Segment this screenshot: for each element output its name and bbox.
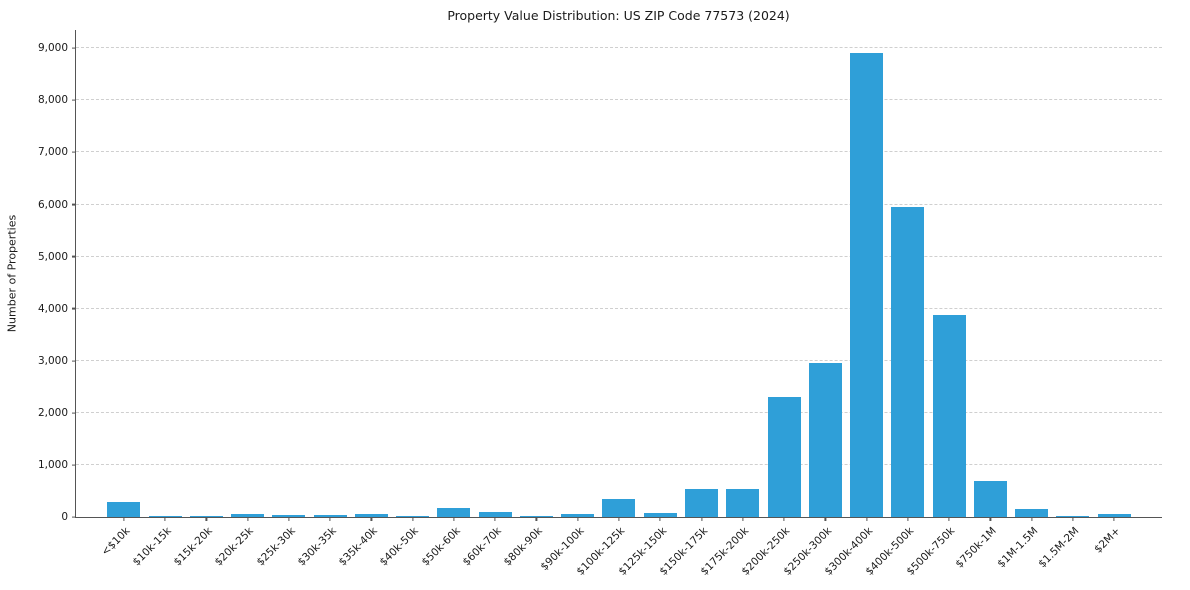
bar xyxy=(808,362,842,517)
bar xyxy=(1056,515,1090,517)
gridline xyxy=(76,151,1162,153)
gridline xyxy=(76,99,1162,101)
y-tick-mark xyxy=(72,203,76,206)
bar xyxy=(107,502,141,517)
bar xyxy=(602,498,636,517)
x-tick-mark xyxy=(494,517,496,521)
x-tick-mark xyxy=(453,517,455,521)
bar xyxy=(478,512,512,517)
x-tick-mark xyxy=(948,517,950,521)
y-tick-label: 3,000 xyxy=(37,354,68,367)
bar xyxy=(231,513,265,517)
x-tick-label: $1M-1.5M xyxy=(994,525,1041,571)
bar xyxy=(850,53,884,517)
bar xyxy=(685,489,719,517)
y-tick-mark xyxy=(72,360,76,362)
y-tick-mark xyxy=(72,47,76,49)
x-tick-mark xyxy=(1031,517,1033,521)
bar xyxy=(726,489,760,517)
y-tick-label: 2,000 xyxy=(37,406,68,419)
gridline xyxy=(76,359,1162,361)
x-tick-mark xyxy=(618,517,620,521)
x-tick-mark xyxy=(742,517,744,521)
x-tick-label: $25k-30k xyxy=(253,525,298,569)
bar xyxy=(891,207,925,517)
x-tick-mark xyxy=(659,517,661,521)
x-tick-label: <$10k xyxy=(99,525,133,559)
x-tick-mark xyxy=(535,517,538,521)
x-tick-mark xyxy=(205,517,207,521)
chart-title: Property Value Distribution: US ZIP Code… xyxy=(447,8,790,23)
bar xyxy=(313,514,347,517)
bar xyxy=(519,516,553,517)
bar xyxy=(1015,509,1049,517)
y-tick-label: 7,000 xyxy=(37,146,68,159)
plot-area: 0 1,000 2,000 3,000 4,000 5,000 6,000 7,000 8,00… xyxy=(38,30,1162,578)
x-tick-label: $15k-20k xyxy=(171,525,215,569)
bar xyxy=(437,507,471,517)
bar xyxy=(767,397,801,517)
gridline xyxy=(76,411,1162,413)
bar xyxy=(643,512,677,517)
x-tick-label: $30k-35k xyxy=(295,525,339,569)
gridline xyxy=(76,307,1162,309)
bar xyxy=(272,514,306,517)
x-tick-mark xyxy=(123,517,125,521)
bar xyxy=(148,515,182,517)
y-tick-mark xyxy=(72,255,76,258)
y-tick-label: 1,000 xyxy=(37,458,68,471)
bar xyxy=(561,514,595,517)
x-tick-label: $80k-90k xyxy=(501,525,545,569)
y-tick-label: 5,000 xyxy=(37,250,68,263)
x-tick-mark xyxy=(370,517,372,521)
bar xyxy=(1097,513,1131,517)
x-tick-mark xyxy=(989,517,991,521)
x-tick-mark xyxy=(164,517,166,521)
x-tick-label: $2M+ xyxy=(1092,525,1123,556)
x-tick-label: $35k-40k xyxy=(336,525,380,569)
x-tick-mark xyxy=(1072,517,1074,521)
gridline xyxy=(76,47,1162,49)
x-tick-mark xyxy=(824,517,826,521)
y-tick-mark xyxy=(72,308,76,310)
y-tick-mark xyxy=(72,151,76,153)
x-tick-label: $40k-50k xyxy=(377,525,422,569)
x-tick-mark xyxy=(412,517,414,521)
x-tick-mark xyxy=(1113,517,1115,521)
bar xyxy=(932,315,966,517)
x-tick-label: $1.5M-2M xyxy=(1036,525,1082,571)
y-tick-label: 8,000 xyxy=(37,94,68,107)
y-tick-label: 0 xyxy=(61,511,68,523)
bar xyxy=(396,515,430,517)
x-tick-mark xyxy=(288,517,290,521)
y-tick-label: 6,000 xyxy=(37,198,68,211)
y-tick-mark xyxy=(72,99,76,101)
x-tick-mark xyxy=(700,517,703,521)
x-tick-label: $750k-1M xyxy=(953,525,999,571)
y-tick-mark xyxy=(72,412,76,414)
bar xyxy=(973,480,1007,517)
x-tick-label: $50k-60k xyxy=(419,525,463,569)
y-axis-label: Number of Properties xyxy=(5,214,19,333)
x-tick-mark xyxy=(783,517,785,521)
x-tick-mark xyxy=(246,517,249,521)
x-tick-mark xyxy=(577,517,579,521)
bar xyxy=(354,513,388,517)
x-tick-label: $60k-70k xyxy=(460,525,504,569)
y-tick-mark xyxy=(72,516,76,518)
y-tick-mark xyxy=(72,464,76,466)
x-tick-label: $20k-25k xyxy=(212,525,257,569)
x-tick-mark xyxy=(907,517,909,521)
y-tick-label: 4,000 xyxy=(37,302,68,315)
gridline xyxy=(76,203,1162,205)
bar xyxy=(189,516,223,517)
x-tick-mark xyxy=(866,517,868,521)
y-tick-label: 9,000 xyxy=(37,42,68,55)
gridline xyxy=(76,463,1162,465)
x-tick-mark xyxy=(329,517,331,521)
x-tick-label: $10k-15k xyxy=(130,525,174,569)
gridline xyxy=(76,255,1162,257)
